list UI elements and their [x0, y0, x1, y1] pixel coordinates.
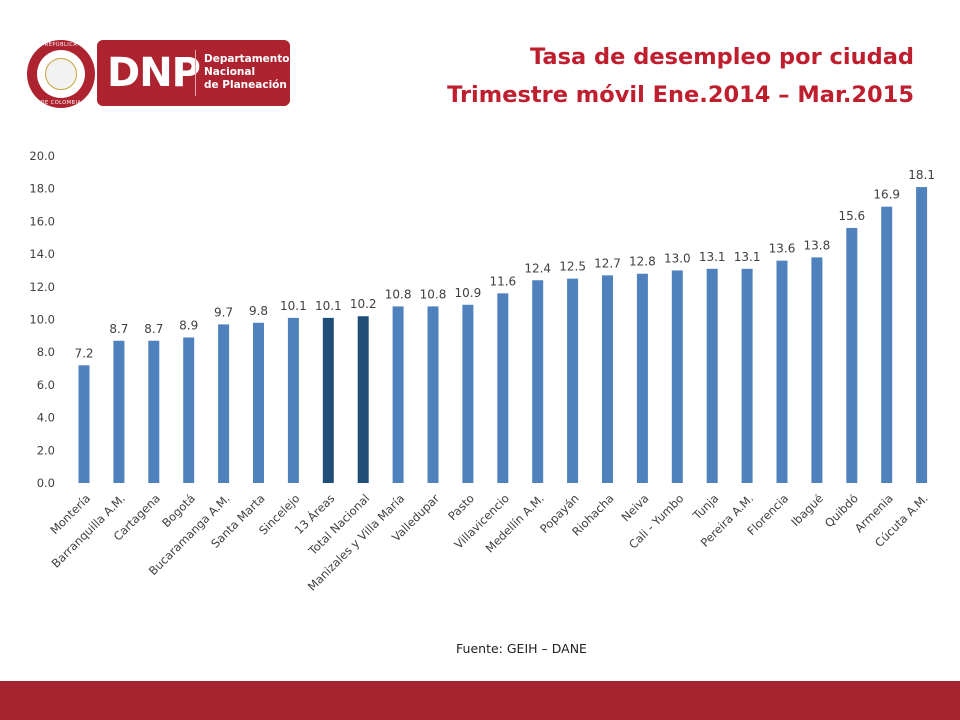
seal-top-text: REPÚBLICA: [44, 42, 78, 48]
unemployment-bar-chart: 0.02.04.06.08.010.012.014.016.018.020.0 …: [29, 149, 935, 594]
x-tick-label: Pasto: [445, 491, 477, 523]
y-tick-label: 14.0: [29, 247, 55, 261]
dnp-full-name: Departamento Nacional de Planeación: [204, 53, 290, 92]
data-label: 8.9: [179, 318, 198, 332]
y-tick-label: 16.0: [29, 214, 55, 228]
data-label: 12.4: [524, 261, 551, 275]
y-tick-label: 4.0: [37, 411, 55, 425]
data-label: 8.7: [144, 322, 163, 336]
bar: [532, 280, 544, 483]
data-label: 10.1: [280, 299, 307, 313]
bar: [183, 337, 195, 483]
y-tick-label: 10.0: [29, 313, 55, 327]
data-label: 18.1: [908, 168, 935, 182]
bar: [392, 306, 404, 483]
bar: [846, 227, 858, 483]
bar-series: [78, 187, 928, 483]
bar: [567, 278, 579, 483]
data-label: 10.1: [315, 299, 342, 313]
bar: [462, 304, 474, 483]
bar: [811, 257, 823, 483]
y-tick-label: 6.0: [37, 378, 55, 392]
bar: [218, 324, 230, 483]
bar: [148, 340, 160, 483]
coat-of-arms-icon: [45, 58, 77, 90]
bar: [253, 322, 264, 483]
data-label: 13.6: [769, 242, 796, 256]
dnp-name-line-3: de Planeación: [204, 79, 287, 91]
bar: [322, 317, 334, 483]
colombia-seal-logo: REPÚBLICA DE COLOMBIA: [27, 40, 95, 108]
data-label: 16.9: [873, 188, 900, 202]
bar: [706, 268, 718, 483]
data-label: 13.1: [734, 250, 761, 264]
bar: [113, 340, 125, 483]
bar: [916, 187, 928, 483]
footer-bar: [0, 681, 960, 720]
bar: [497, 293, 509, 483]
x-tick-label: Total Nacional: [305, 491, 372, 558]
data-label: 12.8: [629, 255, 656, 269]
data-label: 13.1: [699, 250, 726, 264]
bar: [78, 365, 90, 483]
slide-title-line-2: Trimestre móvil Ene.2014 – Mar.2015: [447, 82, 914, 108]
data-label: 11.6: [489, 274, 516, 288]
bar: [741, 268, 753, 483]
y-tick-label: 12.0: [29, 280, 55, 294]
data-label: 15.6: [838, 209, 865, 223]
bar: [881, 206, 893, 483]
source-note: Fuente: GEIH – DANE: [456, 641, 587, 656]
bar: [636, 273, 648, 483]
data-label: 12.7: [594, 256, 621, 270]
bar: [357, 316, 369, 483]
y-axis: 0.0 2.0 4.0 6.0 8.0 10.0 12.0 14.0 16.0 18.0 20.0: [29, 149, 55, 490]
dnp-letters: DNP: [107, 50, 201, 96]
y-tick-label: 8.0: [37, 345, 55, 359]
data-label: 13.8: [804, 238, 831, 252]
data-labels: 7.2 8.7 8.7 8.9 9.7 9.8 10.1 10.1 10.2 10.8 10.8 10…: [74, 168, 935, 360]
slide-title-line-1: Tasa de desempleo por ciudad: [529, 44, 914, 70]
data-label: 13.0: [664, 251, 691, 265]
data-label: 10.9: [455, 286, 482, 300]
data-label: 10.8: [420, 287, 447, 301]
logo-divider: [195, 50, 196, 96]
dnp-name-line-1: Departamento: [204, 53, 290, 65]
x-tick-label: Neiva: [618, 491, 651, 524]
bar: [427, 306, 439, 483]
data-label: 9.7: [214, 305, 233, 319]
y-tick-label: 20.0: [29, 149, 55, 163]
seal-inner-ring: [37, 50, 85, 98]
data-label: 10.2: [350, 297, 377, 311]
y-tick-label: 2.0: [37, 443, 55, 457]
bar: [776, 260, 788, 483]
seal-bottom-text: DE COLOMBIA: [40, 100, 82, 106]
x-tick-label: Ibagué: [788, 491, 826, 529]
bar: [602, 275, 613, 483]
data-label: 9.8: [249, 304, 268, 318]
x-tick-label: Tunja: [689, 491, 721, 523]
bar: [671, 270, 683, 483]
bar: [287, 317, 299, 483]
data-label: 8.7: [109, 322, 128, 336]
y-tick-label: 18.0: [29, 182, 55, 196]
data-label: 10.8: [385, 287, 412, 301]
dnp-name-line-2: Nacional: [204, 66, 256, 78]
data-label: 7.2: [74, 346, 93, 360]
data-label: 12.5: [559, 260, 586, 274]
slide-title: Tasa de desempleo por ciudad Trimestre m…: [447, 38, 914, 114]
dnp-logo: DNP Departamento Nacional de Planeación: [97, 40, 290, 106]
y-tick-label: 0.0: [37, 476, 55, 490]
